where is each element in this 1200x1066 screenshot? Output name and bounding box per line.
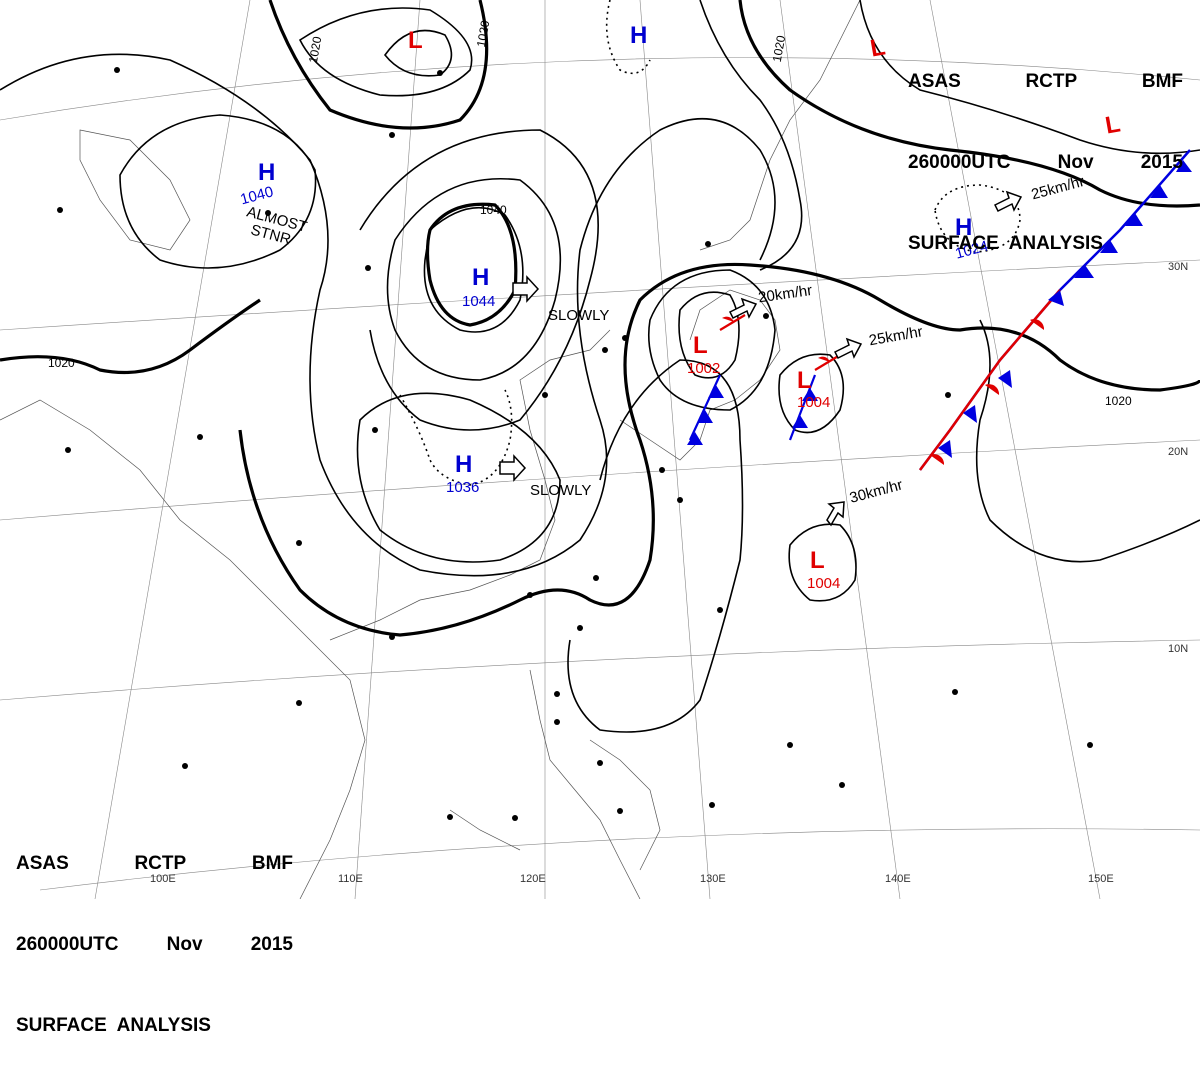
header-month: Nov — [166, 934, 203, 955]
header-station: RCTP — [134, 853, 187, 874]
header-year: 2015 — [1140, 152, 1183, 173]
chart-header-top: ASAS RCTP BMF 260000UTC Nov 2015 SURFACE… — [908, 14, 1183, 284]
header-month: Nov — [1057, 152, 1094, 173]
motion-arrows — [499, 190, 1023, 527]
header-title: SURFACE ANALYSIS — [16, 1015, 211, 1036]
chart-header-bottom: ASAS RCTP BMF 260000UTC Nov 2015 SURFACE… — [16, 796, 293, 1066]
header-title: SURFACE ANALYSIS — [908, 233, 1103, 254]
header-station: RCTP — [1025, 71, 1078, 92]
header-agency: ASAS — [16, 853, 69, 874]
station-plots — [57, 67, 1093, 821]
surface-analysis-map — [0, 0, 1200, 899]
header-year: 2015 — [250, 934, 293, 955]
header-agency: ASAS — [908, 71, 961, 92]
coastlines — [0, 0, 861, 899]
secondary-fronts — [687, 314, 841, 445]
isobars — [0, 0, 1200, 733]
header-time: 260000UTC — [16, 934, 119, 955]
header-time: 260000UTC — [908, 152, 1011, 173]
isobars-bold — [0, 0, 1200, 637]
cold-front — [919, 149, 1192, 471]
header-code: BMF — [251, 853, 293, 874]
header-code: BMF — [1141, 71, 1183, 92]
troughs — [399, 0, 1021, 486]
